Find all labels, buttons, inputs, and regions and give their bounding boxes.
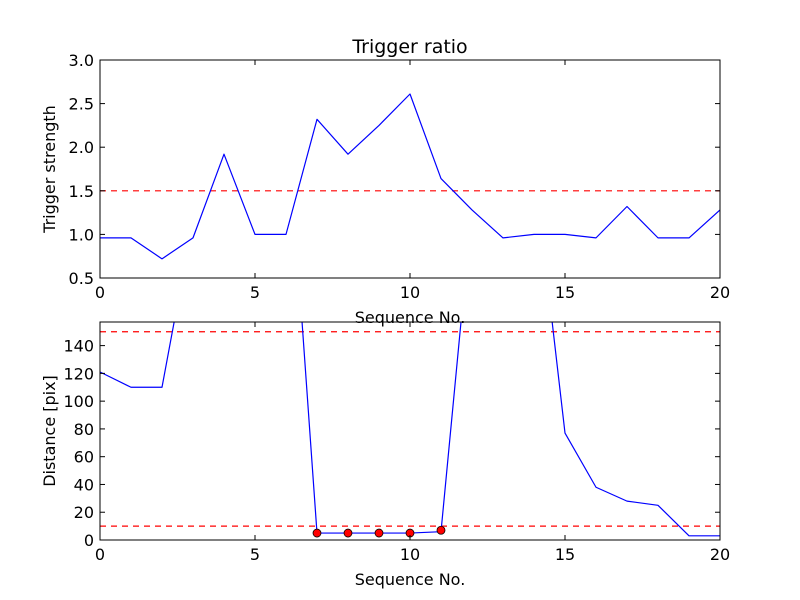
x-tick-label: 15 [555,283,575,302]
y-tick-label: 1.0 [69,225,94,244]
y-tick-label: 20 [74,503,94,522]
x-axis-label: Sequence No. [355,570,466,589]
bottom-panel-distance: 0 5 10 15 20 0 20 40 60 80 100 120 140 Sequence No. Di… [40,321,730,589]
x-tick-label: 10 [400,283,420,302]
y-tick-label: 60 [74,448,94,467]
data-point-marker [343,528,353,538]
x-tick-label: 5 [250,283,260,302]
y-tick-label: 120 [63,364,94,383]
y-tick-label: 100 [63,392,94,411]
series-line [100,93,720,260]
x-tick-label: 10 [400,545,420,564]
y-tick-label: 40 [74,475,94,494]
x-tick-label: 0 [95,545,105,564]
x-tick-label: 15 [555,545,575,564]
y-axis-label: Trigger strength [40,105,59,234]
x-tick-label: 5 [250,545,260,564]
data-point-marker [436,525,446,535]
x-tick-label: 20 [710,283,730,302]
y-tick-label: 80 [74,420,94,439]
data-point-marker [312,528,322,538]
data-point-marker [374,528,384,538]
y-tick-label: 2.0 [69,138,94,157]
y-tick-label: 140 [63,337,94,356]
x-tick-label: 20 [710,545,730,564]
y-axis-label: Distance [pix] [40,375,59,487]
y-tick-label: 2.5 [69,95,94,114]
y-tick-label: 0 [84,531,94,550]
y-tick-label: 3.0 [69,51,94,70]
chart-title: Trigger ratio [351,36,467,58]
y-tick-label: 0.5 [69,269,94,288]
x-tick-label: 0 [95,283,105,302]
y-tick-label: 1.5 [69,182,94,201]
